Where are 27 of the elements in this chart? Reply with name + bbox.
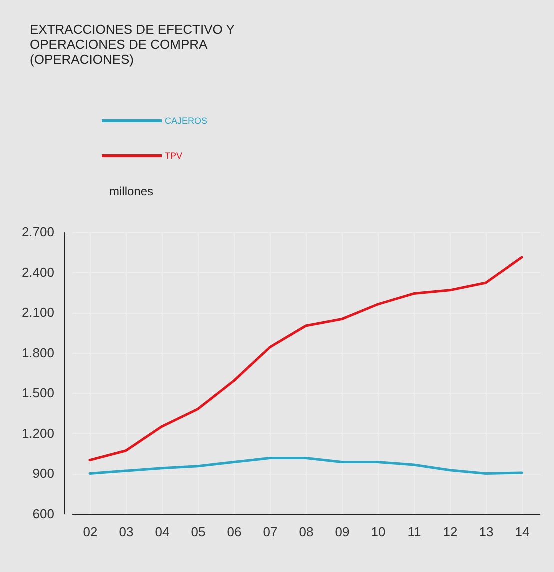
x-tick-label: 02 (83, 524, 98, 540)
y-tick-label: 900 (32, 466, 54, 482)
x-tick-label: 09 (335, 524, 350, 540)
x-tick-label: 11 (408, 524, 422, 540)
y-tick-label: 1.200 (22, 426, 54, 441)
y-tick-label: 2.400 (22, 264, 54, 280)
x-tick-label: 06 (227, 524, 242, 540)
x-tick-label: 05 (191, 524, 206, 540)
x-tick-label: 04 (155, 524, 170, 540)
y-tick-label: 2.700 (22, 224, 54, 240)
x-tick-label: 13 (479, 524, 494, 540)
x-tick-label: 14 (515, 524, 530, 540)
text: TPV (165, 151, 183, 161)
x-tick-label: 12 (443, 524, 458, 540)
x-tick-label: 07 (263, 524, 278, 540)
y-axis-title: millones (110, 184, 154, 198)
x-tick-label: 08 (299, 524, 314, 540)
y-tick-label: 2.100 (22, 305, 54, 320)
chart-title: EXTRACCIONES DE EFECTIVO Y OPERACIONES DE COMPRA (OPERACIONES) (30, 22, 236, 67)
y-tick-label: 1.800 (22, 345, 54, 360)
line-series (88, 457, 524, 475)
y-tick-label: 1.500 (22, 386, 54, 401)
text: CAJEROS (165, 116, 208, 126)
x-tick-label: 10 (371, 524, 386, 540)
y-tick-label: 600 (32, 506, 54, 522)
line-series (88, 256, 524, 462)
x-tick-label: 03 (119, 524, 134, 540)
